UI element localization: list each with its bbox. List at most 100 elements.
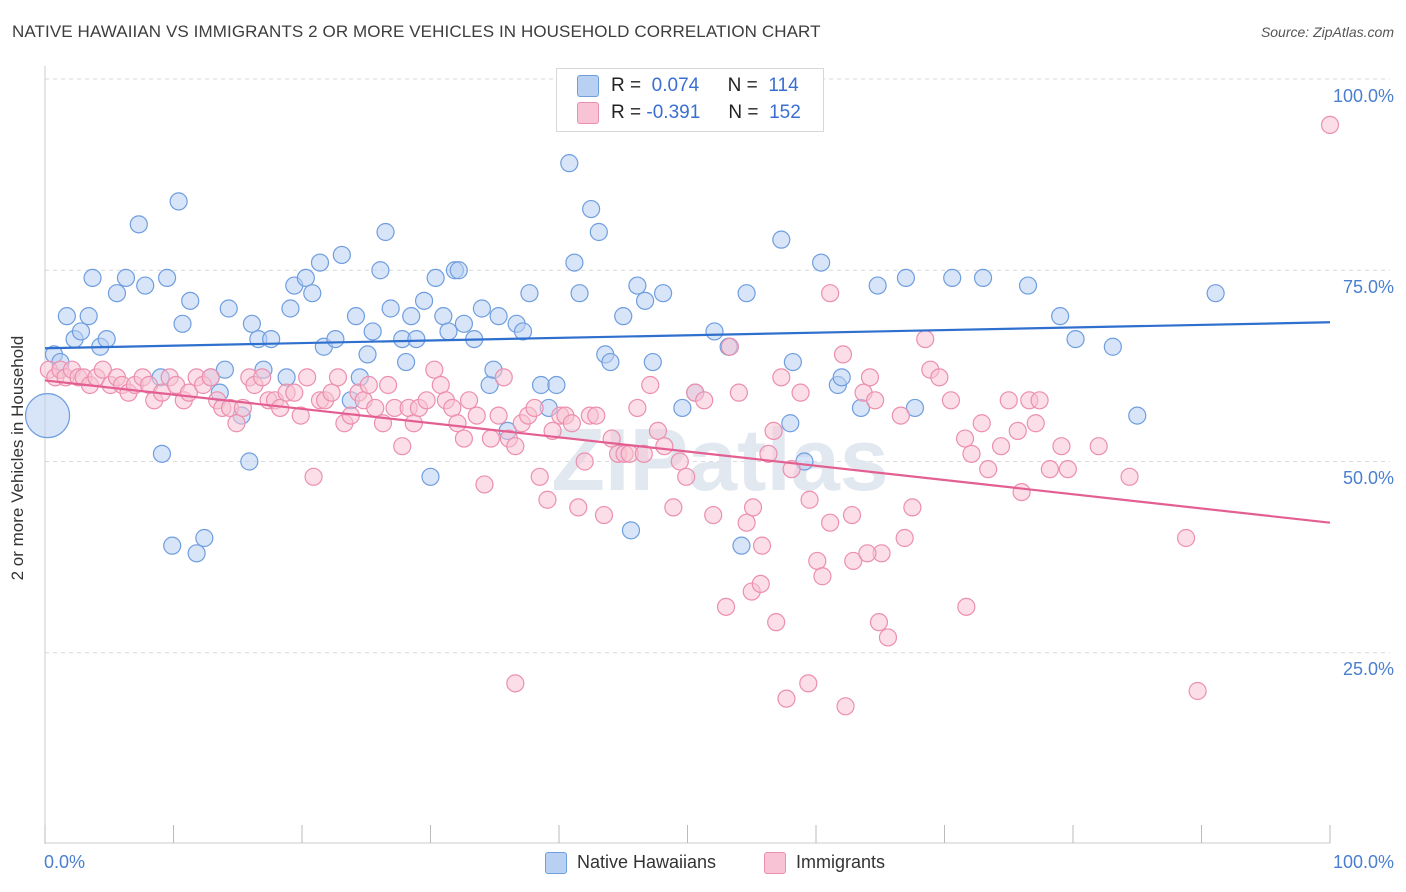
r-label: R = <box>611 102 642 124</box>
native-hawaiian-point <box>560 154 579 173</box>
immigrant-point <box>443 398 462 418</box>
immigrant-point <box>955 429 975 448</box>
immigrant-point <box>298 368 317 387</box>
immigrant-point <box>869 613 889 632</box>
legend-label: Native Hawaiians <box>577 852 717 872</box>
native-hawaiian-point <box>628 276 647 295</box>
native-hawaiian-point <box>772 230 791 249</box>
immigrant-point <box>489 406 508 425</box>
immigrant-point <box>767 613 786 632</box>
legend-item-native-hawaiians[interactable]: Native Hawaiians <box>545 852 717 875</box>
native-hawaiian-point <box>152 444 172 463</box>
blue-swatch-icon <box>545 852 567 875</box>
immigrant-point <box>1026 414 1045 433</box>
source-credit: Source: ZipAtlas.com <box>1260 24 1394 40</box>
native-hawaiian-point <box>621 521 641 540</box>
immigrant-point <box>459 391 479 410</box>
immigrant-point <box>999 391 1018 410</box>
native-hawaiian-point <box>24 393 71 439</box>
immigrant-point <box>677 467 696 486</box>
immigrant-point <box>844 551 863 571</box>
immigrant-point <box>1040 460 1059 479</box>
legend-label: Immigrants <box>796 852 886 872</box>
native-hawaiian-point <box>1018 276 1038 295</box>
immigrant-point <box>695 391 714 410</box>
stats-row-immigrants: R = -0.391 N = 152 <box>577 102 801 126</box>
immigrant-point <box>1012 483 1031 502</box>
native-hawaiian-point <box>489 307 508 326</box>
chart-legend: Native Hawaiians Immigrants <box>0 852 1406 876</box>
n-value: 152 <box>769 102 801 124</box>
immigrant-point <box>1052 437 1071 456</box>
immigrant-point <box>93 360 112 379</box>
native-hawaiian-point <box>1128 406 1147 425</box>
pink-swatch-icon <box>577 102 599 124</box>
immigrant-point <box>704 505 723 525</box>
immigrant-point <box>930 368 949 387</box>
watermark: ZIPatlas <box>551 410 888 509</box>
immigrant-point <box>227 414 246 433</box>
immigrant-point <box>878 628 898 647</box>
native-hawaiian-point <box>673 398 692 418</box>
immigrant-point <box>322 383 341 402</box>
native-hawaiian-point <box>426 268 445 287</box>
native-hawaiian-point <box>296 268 315 287</box>
immigrant-point <box>759 444 778 463</box>
immigrant-point <box>393 437 412 456</box>
immigrant-point <box>808 551 827 571</box>
immigrant-point <box>404 414 423 433</box>
native-hawaiian-point <box>303 284 322 303</box>
native-hawaiian-point <box>173 314 192 333</box>
immigrant-point <box>1320 115 1340 135</box>
immigrant-point <box>916 330 935 349</box>
native-hawaiian-point <box>363 322 382 341</box>
immigrant-point <box>494 368 513 387</box>
native-hawaiian-point <box>653 284 673 303</box>
immigrant-point <box>562 414 581 433</box>
native-hawaiian-point <box>242 314 261 333</box>
immigrant-point <box>304 467 323 486</box>
native-hawaiian-point <box>832 368 851 387</box>
native-hawaiian-point <box>570 284 589 303</box>
native-hawaiian-point <box>79 307 98 326</box>
immigrant-point <box>378 375 398 395</box>
native-hawaiian-point <box>705 322 724 341</box>
correlation-stats-box: R = 0.074 N = 114 R = -0.391 N = 152 <box>556 68 824 132</box>
immigrant-point <box>895 528 914 548</box>
immigrant-point <box>467 406 486 425</box>
immigrant-point <box>285 383 304 402</box>
legend-item-immigrants[interactable]: Immigrants <box>764 852 886 875</box>
immigrant-point <box>525 398 544 418</box>
native-hawaiian-point <box>83 268 102 287</box>
stats-row-native-hawaiians: R = 0.074 N = 114 <box>577 75 799 99</box>
blue-swatch-icon <box>577 75 599 97</box>
immigrant-point <box>425 360 444 379</box>
native-hawaiian-point <box>943 268 962 287</box>
x-tick-label: 100.0% <box>1332 852 1394 872</box>
immigrant-point <box>979 460 998 479</box>
native-hawaiian-point <box>107 284 127 303</box>
native-hawaiian-point <box>332 245 351 265</box>
immigrant-point <box>530 467 549 486</box>
r-label: R = <box>611 75 642 97</box>
native-hawaiian-point <box>163 536 182 555</box>
immigrant-point <box>957 597 976 616</box>
n-label: N = <box>728 102 759 124</box>
native-hawaiian-point <box>449 261 468 280</box>
native-hawaiian-point <box>472 299 491 318</box>
immigrant-point <box>751 574 770 594</box>
immigrant-point <box>716 597 736 616</box>
native-hawaiian-point <box>565 253 584 272</box>
native-hawaiian-point <box>181 291 200 310</box>
native-hawaiian-point <box>129 215 148 234</box>
immigrant-point <box>772 368 791 387</box>
immigrant-point <box>1188 681 1207 701</box>
immigrant-point <box>866 391 885 410</box>
native-hawaiian-point <box>187 544 206 563</box>
native-hawaiian-point <box>215 360 234 379</box>
native-hawaiian-point <box>531 375 551 395</box>
immigrant-point <box>670 452 689 471</box>
native-hawaiian-point <box>896 268 916 287</box>
immigrant-point <box>1120 467 1139 486</box>
immigrant-point <box>821 513 840 532</box>
